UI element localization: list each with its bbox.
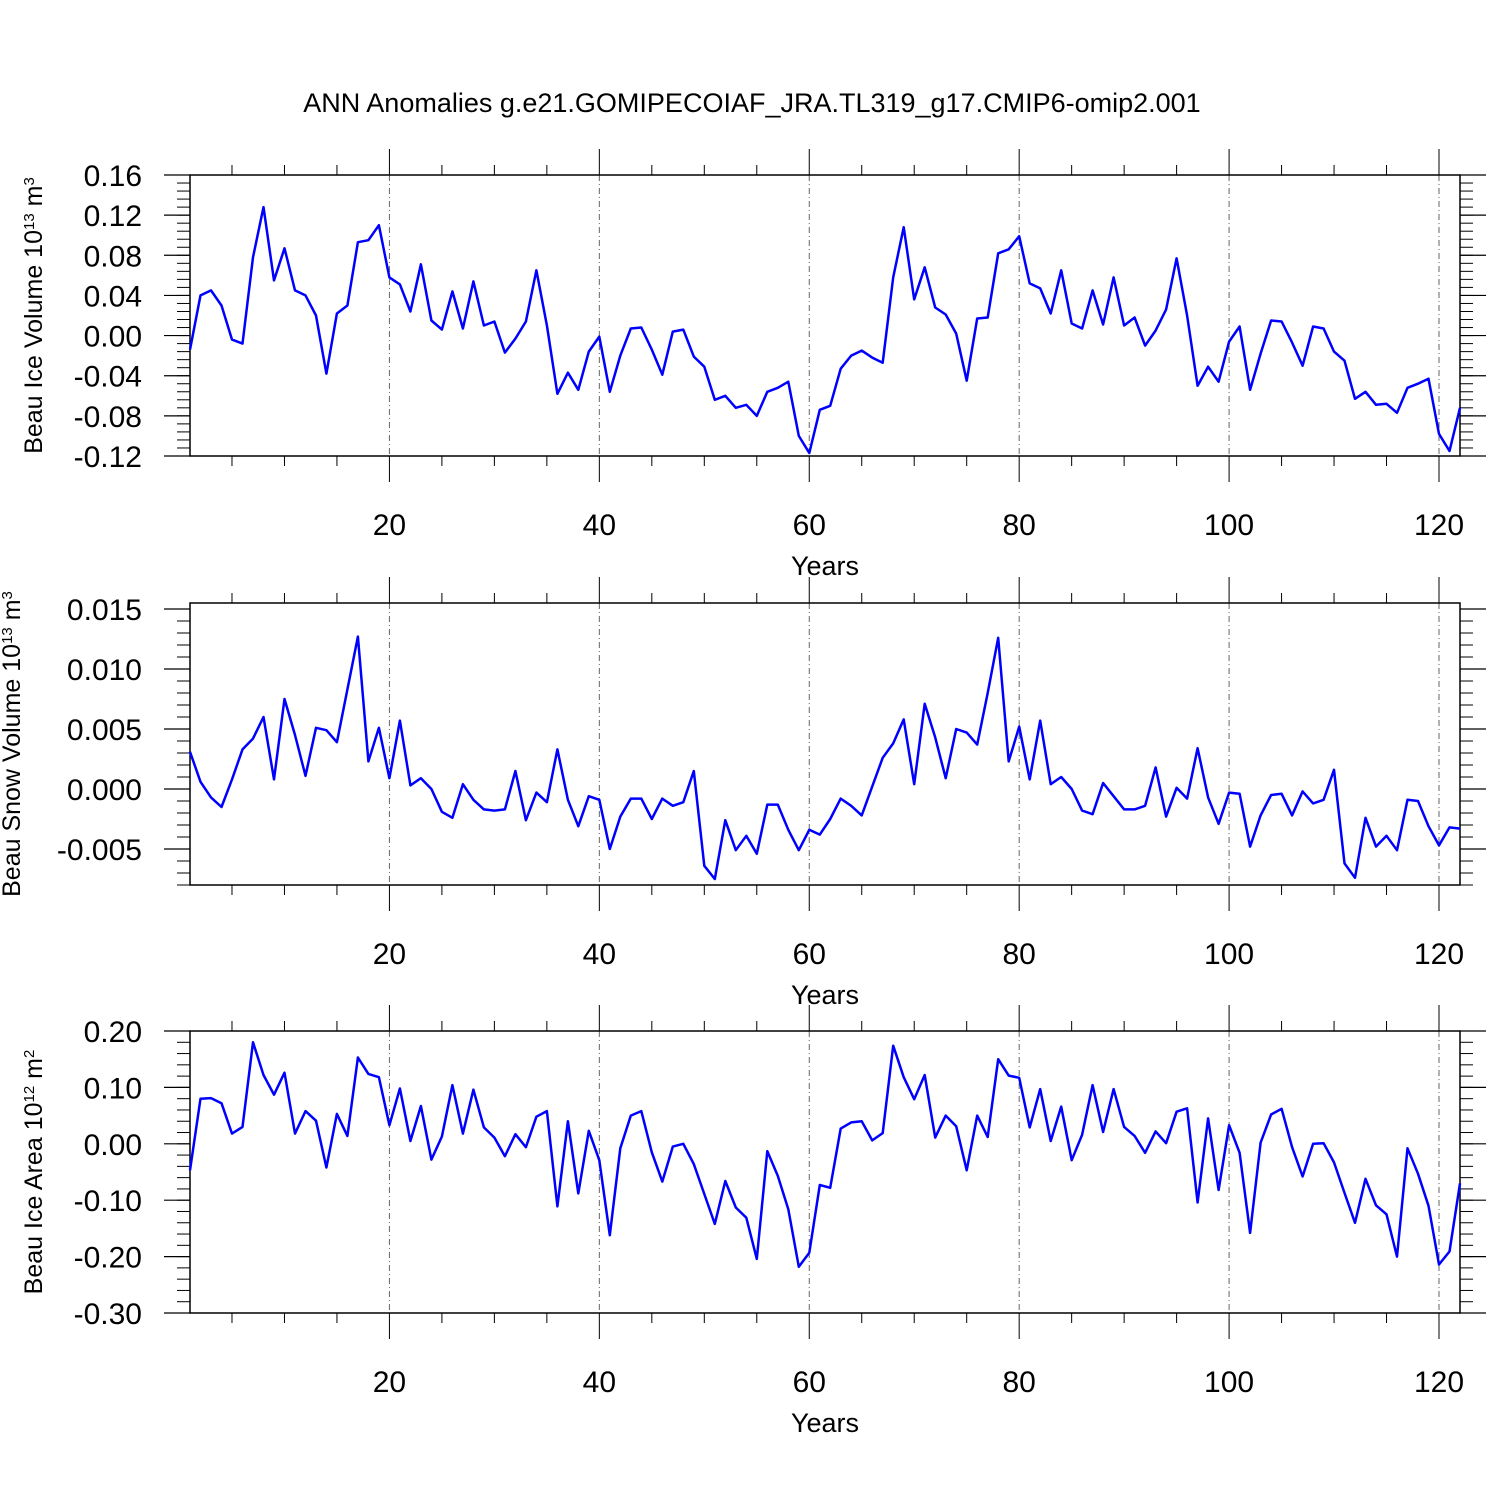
y-tick-label: -0.30: [74, 1298, 142, 1331]
x-axis-label: Years: [791, 551, 859, 581]
x-tick-label: 80: [1002, 938, 1035, 971]
x-tick-label: 80: [1002, 1366, 1035, 1399]
plot-frame: [189, 174, 1461, 457]
y-tick-label: 0.005: [67, 714, 142, 747]
x-tick-label: 120: [1414, 938, 1464, 971]
x-tick-label: 80: [1002, 509, 1035, 542]
y-axis-label: Beau Snow Volume 1013 m3: [0, 591, 26, 897]
panels-container: -0.12 -0.08 -0.04 0.00 0.04 0.08 0.12 0.16 20 40 6…: [0, 149, 1486, 1438]
y-tick-label: 0.04: [84, 280, 142, 313]
y-tick-label: 0.00: [84, 321, 142, 354]
y-axis-label: Beau Ice Area 1012 m2: [20, 1050, 48, 1295]
x-tick-label: 20: [373, 509, 406, 542]
y-tick-label: -0.20: [74, 1242, 142, 1275]
series-line: [188, 1041, 1462, 1269]
x-tick-label: 60: [793, 509, 826, 542]
y-tick-label: 0.08: [84, 240, 142, 273]
y-tick-label: 0.16: [84, 160, 142, 193]
x-tick-label: 120: [1414, 1366, 1464, 1399]
panel-1: -0.12 -0.08 -0.04 0.00 0.04 0.08 0.12 0.16 20 40 6…: [20, 149, 1486, 581]
x-tick-label: 100: [1204, 509, 1254, 542]
x-tick-label: 120: [1414, 509, 1464, 542]
x-tick-label: 20: [373, 938, 406, 971]
y-tick-label: 0.015: [67, 594, 142, 627]
y-axis-label: Beau Ice Volume 1013 m3: [20, 177, 48, 454]
y-tick-label: -0.12: [74, 441, 142, 474]
series-line: [188, 635, 1461, 881]
y-tick-label: 0.010: [67, 654, 142, 687]
x-tick-label: 100: [1204, 938, 1254, 971]
x-tick-label: 60: [793, 938, 826, 971]
y-tick-label: -0.10: [74, 1185, 142, 1218]
chart-title: ANN Anomalies g.e21.GOMIPECOIAF_JRA.TL31…: [303, 88, 1200, 118]
x-tick-label: 100: [1204, 1366, 1254, 1399]
y-tick-label: -0.04: [74, 361, 142, 394]
panel-2: -0.005 0.000 0.005 0.010 0.015 20 40 60 80 100 120…: [0, 577, 1486, 1010]
x-tick-label: 40: [583, 509, 616, 542]
y-tick-label: 0.20: [84, 1016, 142, 1049]
plot-frame: [189, 1030, 1461, 1314]
x-tick-label: 40: [583, 938, 616, 971]
panel-3: -0.30 -0.20 -0.10 0.00 0.10 0.20 20 40 60 80 100 12…: [20, 1005, 1486, 1438]
x-axis-label: Years: [791, 980, 859, 1010]
plot-frame: [189, 602, 1461, 886]
series-line: [188, 205, 1462, 455]
y-tick-label: 0.12: [84, 200, 142, 233]
x-tick-label: 60: [793, 1366, 826, 1399]
y-tick-label: -0.08: [74, 401, 142, 434]
y-tick-label: 0.000: [67, 774, 142, 807]
y-tick-label: -0.005: [57, 834, 142, 867]
y-tick-label: 0.10: [84, 1072, 142, 1105]
x-tick-label: 40: [583, 1366, 616, 1399]
x-tick-label: 20: [373, 1366, 406, 1399]
x-axis-label: Years: [791, 1408, 859, 1438]
y-tick-label: 0.00: [84, 1129, 142, 1162]
